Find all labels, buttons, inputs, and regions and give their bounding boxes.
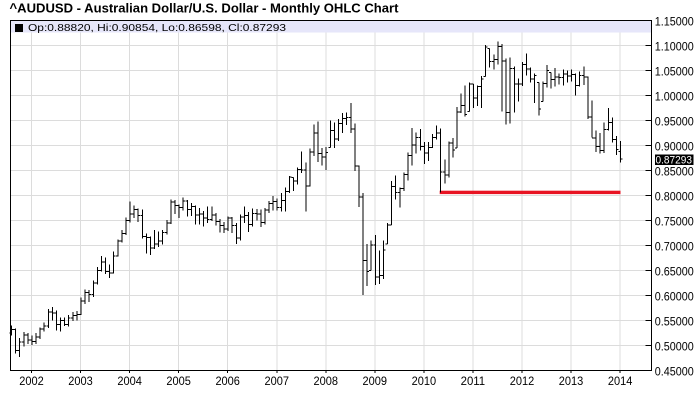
svg-text:2004: 2004 xyxy=(117,376,142,388)
svg-text:0.45000: 0.45000 xyxy=(655,366,694,378)
svg-text:2002: 2002 xyxy=(19,376,44,388)
svg-text:0.50000: 0.50000 xyxy=(655,341,694,353)
svg-text:1.15000: 1.15000 xyxy=(655,16,694,28)
svg-text:^AUDUSD - Australian Dollar/U.: ^AUDUSD - Australian Dollar/U.S. Dollar … xyxy=(10,0,400,15)
svg-text:0.60000: 0.60000 xyxy=(655,291,694,303)
svg-text:2006: 2006 xyxy=(215,376,240,388)
svg-text:0.75000: 0.75000 xyxy=(655,216,694,228)
svg-text:0.87293: 0.87293 xyxy=(656,154,693,166)
svg-text:2003: 2003 xyxy=(68,376,93,388)
svg-text:2008: 2008 xyxy=(314,376,339,388)
svg-text:0.65000: 0.65000 xyxy=(655,266,694,278)
svg-text:0.80000: 0.80000 xyxy=(655,191,694,203)
svg-text:0.95000: 0.95000 xyxy=(655,116,694,128)
svg-text:1.05000: 1.05000 xyxy=(655,66,694,78)
svg-text:2005: 2005 xyxy=(166,376,191,388)
svg-text:1.00000: 1.00000 xyxy=(655,91,694,103)
svg-text:2014: 2014 xyxy=(608,376,633,388)
svg-text:0.55000: 0.55000 xyxy=(655,316,694,328)
svg-text:2009: 2009 xyxy=(363,376,388,388)
svg-text:2007: 2007 xyxy=(265,376,290,388)
svg-text:0.70000: 0.70000 xyxy=(655,241,694,253)
svg-text:1.10000: 1.10000 xyxy=(655,41,694,53)
svg-text:0.90000: 0.90000 xyxy=(655,141,694,153)
svg-text:Op:0.88820, Hi:0.90854, Lo:0.8: Op:0.88820, Hi:0.90854, Lo:0.86598, Cl:0… xyxy=(28,22,286,34)
svg-text:2012: 2012 xyxy=(510,376,535,388)
svg-text:2011: 2011 xyxy=(461,376,486,388)
svg-text:2010: 2010 xyxy=(412,376,437,388)
svg-text:2013: 2013 xyxy=(559,376,584,388)
svg-text:0.85000: 0.85000 xyxy=(655,166,694,178)
